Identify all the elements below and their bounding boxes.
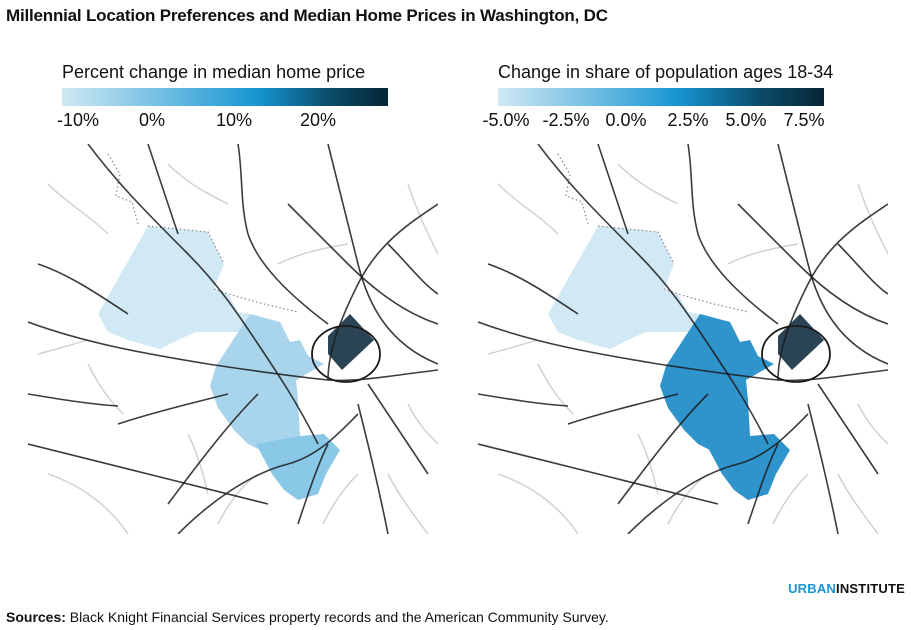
- region-west: [548, 226, 714, 349]
- minor-road: [857, 183, 888, 255]
- minor-road: [772, 473, 809, 525]
- population-share-panel: Change in share of population ages 18-34…: [478, 58, 888, 538]
- minor-road: [407, 403, 438, 445]
- minor-road: [37, 339, 89, 355]
- major-road: [167, 393, 259, 505]
- legend-title: Change in share of population ages 18-34: [498, 62, 834, 82]
- major-road: [37, 263, 129, 315]
- minor-road: [537, 363, 574, 415]
- major-road: [537, 144, 769, 445]
- home-price-map: [28, 144, 438, 534]
- legend-tick: 10%: [215, 110, 253, 130]
- region-middle: [210, 314, 324, 454]
- major-road: [487, 263, 579, 315]
- major-road: [387, 243, 438, 295]
- legend-title: Percent change in median home price: [62, 62, 366, 82]
- major-road: [478, 443, 719, 505]
- minor-road: [727, 243, 799, 265]
- region-south: [256, 434, 340, 500]
- major-road: [687, 144, 779, 325]
- legend-tick: 0%: [138, 110, 166, 130]
- urban-institute-logo: URBANINSTITUTE: [788, 581, 905, 596]
- home-price-panel: Percent change in median home price -10%…: [28, 58, 438, 538]
- minor-road: [667, 473, 709, 525]
- population-share-map: [478, 144, 888, 534]
- minor-road: [217, 473, 259, 525]
- beltway-ring: [311, 325, 381, 383]
- major-road: [327, 144, 438, 365]
- legend-tick: 2.5%: [667, 110, 709, 130]
- region-south: [706, 434, 790, 500]
- major-road: [28, 321, 438, 382]
- minor-road: [857, 403, 888, 445]
- major-road: [357, 403, 389, 534]
- legend-tick: 7.5%: [783, 110, 825, 130]
- major-road: [737, 203, 888, 325]
- major-roads: [28, 144, 438, 534]
- major-road: [87, 144, 319, 445]
- legend-tick: 20%: [299, 110, 337, 130]
- minor-road: [617, 163, 679, 205]
- minor-road: [407, 183, 438, 255]
- county-boundary: [557, 153, 749, 313]
- major-road: [367, 383, 429, 475]
- major-road: [817, 383, 879, 475]
- legend-tick: 5.0%: [725, 110, 767, 130]
- region-west: [98, 226, 264, 349]
- minor-road: [87, 363, 124, 415]
- major-road: [807, 403, 839, 534]
- major-roads: [478, 144, 888, 534]
- major-road: [297, 443, 329, 525]
- minor-road: [387, 473, 429, 534]
- major-road: [237, 144, 329, 325]
- minor-road: [497, 473, 579, 534]
- minor-road: [487, 339, 539, 355]
- major-road: [478, 321, 888, 382]
- major-road: [837, 243, 888, 295]
- major-road: [28, 393, 119, 407]
- legend-tick: -2.5%: [542, 110, 590, 130]
- minor-road: [322, 473, 359, 525]
- legend-tick: 0.0%: [605, 110, 647, 130]
- minor-road: [277, 243, 349, 265]
- beltway-ring: [761, 325, 831, 383]
- legend-tick: -10%: [56, 110, 100, 130]
- minor-road: [47, 183, 109, 235]
- major-road: [567, 393, 679, 425]
- major-road: [327, 203, 438, 381]
- county-boundary: [107, 153, 299, 313]
- major-road: [478, 393, 569, 407]
- major-road: [617, 393, 709, 505]
- major-road: [777, 144, 888, 365]
- legend-tick: -5.0%: [482, 110, 530, 130]
- major-road: [627, 413, 809, 534]
- region-middle: [660, 314, 774, 454]
- major-road: [287, 203, 438, 325]
- major-road: [747, 443, 779, 525]
- major-road: [28, 443, 269, 505]
- color-scale-bar: [498, 88, 824, 106]
- major-road: [147, 144, 179, 235]
- major-road: [777, 203, 888, 381]
- chart-title: Millennial Location Preferences and Medi…: [6, 6, 608, 25]
- minor-road: [47, 473, 129, 534]
- minor-road: [837, 473, 879, 534]
- source-note: Sources: Black Knight Financial Services…: [6, 609, 609, 625]
- major-road: [597, 144, 629, 235]
- color-scale-bar: [62, 88, 388, 106]
- major-road: [177, 413, 359, 534]
- minor-road: [497, 183, 559, 235]
- minor-road: [167, 163, 229, 205]
- major-road: [117, 393, 229, 425]
